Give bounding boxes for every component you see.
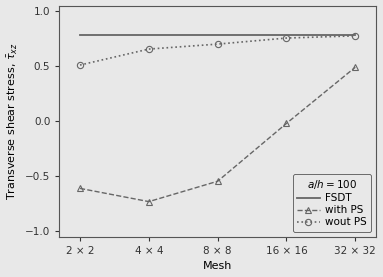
wout PS <box>147 47 151 51</box>
wout PS <box>353 34 358 37</box>
with PS <box>284 122 289 125</box>
wout PS <box>215 42 220 46</box>
wout PS <box>78 63 82 67</box>
with PS <box>215 179 220 183</box>
X-axis label: Mesh: Mesh <box>203 261 232 271</box>
Line: wout PS: wout PS <box>77 33 358 68</box>
with PS <box>78 187 82 190</box>
Legend: FSDT, with PS, wout PS: FSDT, with PS, wout PS <box>293 174 371 232</box>
with PS <box>353 66 358 69</box>
wout PS <box>284 36 289 40</box>
Y-axis label: Transverse shear stress, $\bar{\tau}_{xz}$: Transverse shear stress, $\bar{\tau}_{xz… <box>6 42 20 200</box>
Line: with PS: with PS <box>77 64 358 205</box>
with PS <box>147 200 151 203</box>
